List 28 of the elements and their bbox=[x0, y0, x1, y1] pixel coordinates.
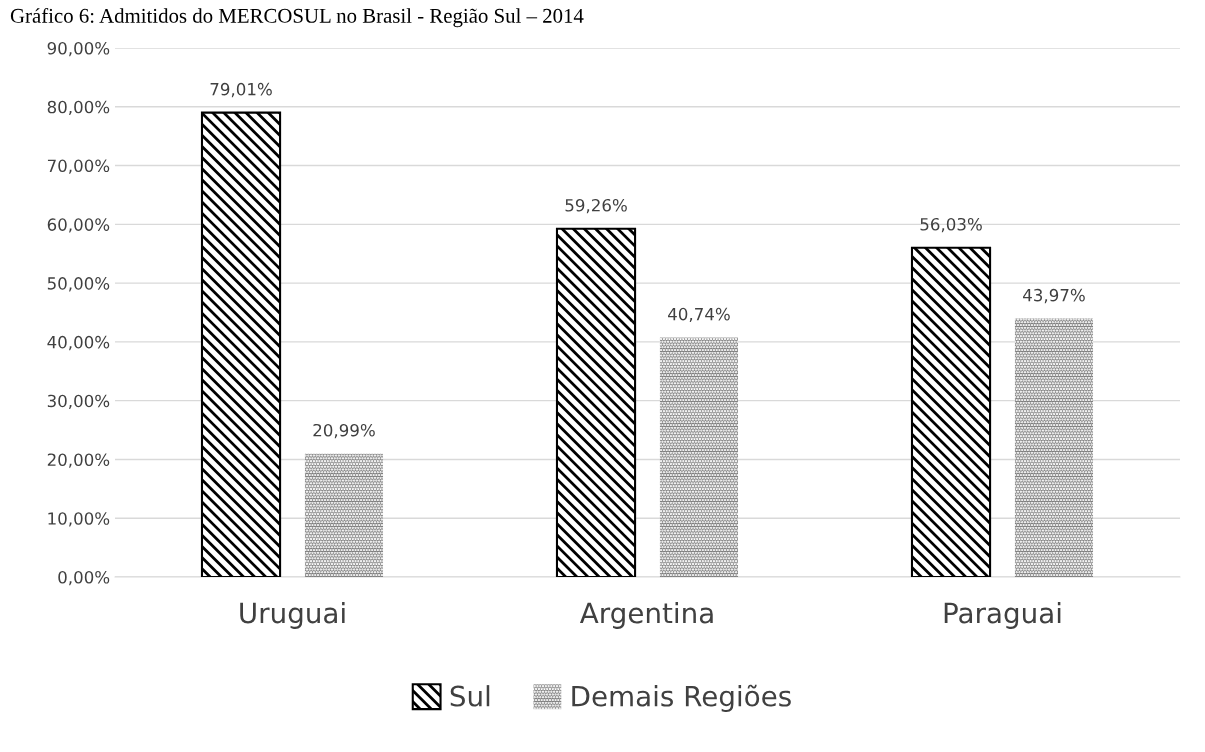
y-tick-label: 40,00% bbox=[47, 335, 110, 351]
y-tick-label: 20,00% bbox=[47, 453, 110, 468]
x-tick-label: Uruguai bbox=[240, 602, 345, 629]
data-label: 43,97% bbox=[1023, 288, 1085, 304]
x-tick-label: Paraguai bbox=[944, 602, 1061, 629]
chart-title: Gráfico 6: Admitidos do MERCOSUL no Brasil - Região Sul – 2014 bbox=[10, 8, 584, 28]
x-tick-label: Argentina bbox=[579, 602, 713, 629]
y-tick-label: 60,00% bbox=[47, 218, 110, 233]
bar bbox=[1014, 318, 1094, 577]
data-label: 59,26% bbox=[565, 198, 627, 214]
y-tick-label: 80,00% bbox=[47, 100, 110, 116]
bar bbox=[910, 246, 992, 577]
y-tick-label: 90,00% bbox=[47, 41, 110, 57]
y-tick-label: 30,00% bbox=[47, 394, 110, 409]
bar bbox=[555, 227, 637, 577]
legend-label: Demais Regiões bbox=[572, 684, 791, 712]
data-label: 20,99% bbox=[313, 423, 375, 439]
bar bbox=[200, 111, 282, 577]
data-label: 79,01% bbox=[210, 82, 272, 98]
data-label: 40,74% bbox=[668, 307, 730, 323]
y-tick-label: 70,00% bbox=[47, 159, 110, 174]
bar bbox=[659, 337, 739, 577]
y-tick-label: 10,00% bbox=[48, 512, 110, 527]
data-label: 56,03% bbox=[920, 217, 982, 233]
bar bbox=[304, 453, 384, 577]
legend-label: Sul bbox=[450, 685, 490, 707]
y-tick-label: 50,00% bbox=[47, 277, 110, 292]
y-tick-label: 0,00% bbox=[58, 570, 110, 586]
